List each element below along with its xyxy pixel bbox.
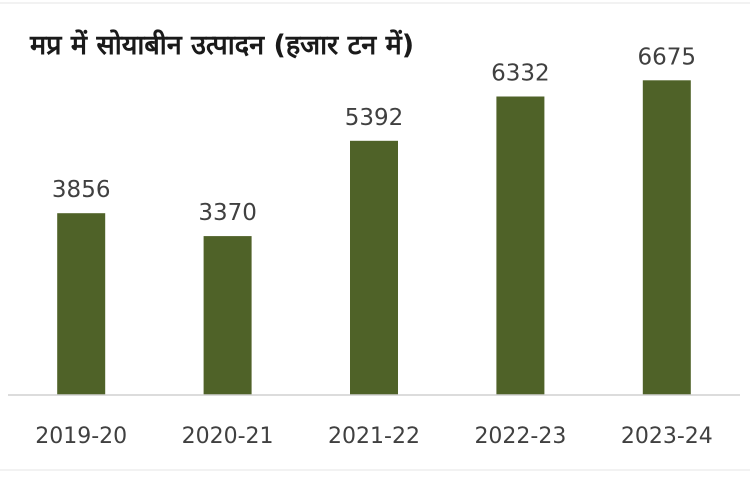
bar-2019-20 <box>57 213 106 395</box>
x-tick-label-2023-24: 2023-24 <box>621 424 713 449</box>
bar-2022-23 <box>496 96 545 395</box>
data-label-2022-23: 6332 <box>491 61 550 87</box>
x-tick-label-2021-22: 2021-22 <box>328 424 420 449</box>
bar-2023-24 <box>642 80 691 396</box>
data-label-2023-24: 6675 <box>638 44 697 70</box>
x-tick-labels-layer: 2019-20 2020-21 2021-22 2022-23 2023-24 <box>35 424 713 449</box>
x-tick-label-2020-21: 2020-21 <box>182 424 274 449</box>
bars-layer <box>57 80 691 396</box>
chart-title: मप्र में सोयाबीन उत्पादन (हजार टन में) <box>29 29 414 61</box>
data-label-2019-20: 3856 <box>52 177 111 203</box>
bar-2021-22 <box>350 140 398 395</box>
data-labels-layer: 3856 3370 5392 6332 6675 <box>52 44 696 226</box>
x-tick-label-2019-20: 2019-20 <box>35 424 127 449</box>
x-tick-label-2022-23: 2022-23 <box>474 424 566 449</box>
data-label-2020-21: 3370 <box>198 200 257 226</box>
data-label-2021-22: 5392 <box>345 105 404 131</box>
bar-2020-21 <box>203 236 252 395</box>
